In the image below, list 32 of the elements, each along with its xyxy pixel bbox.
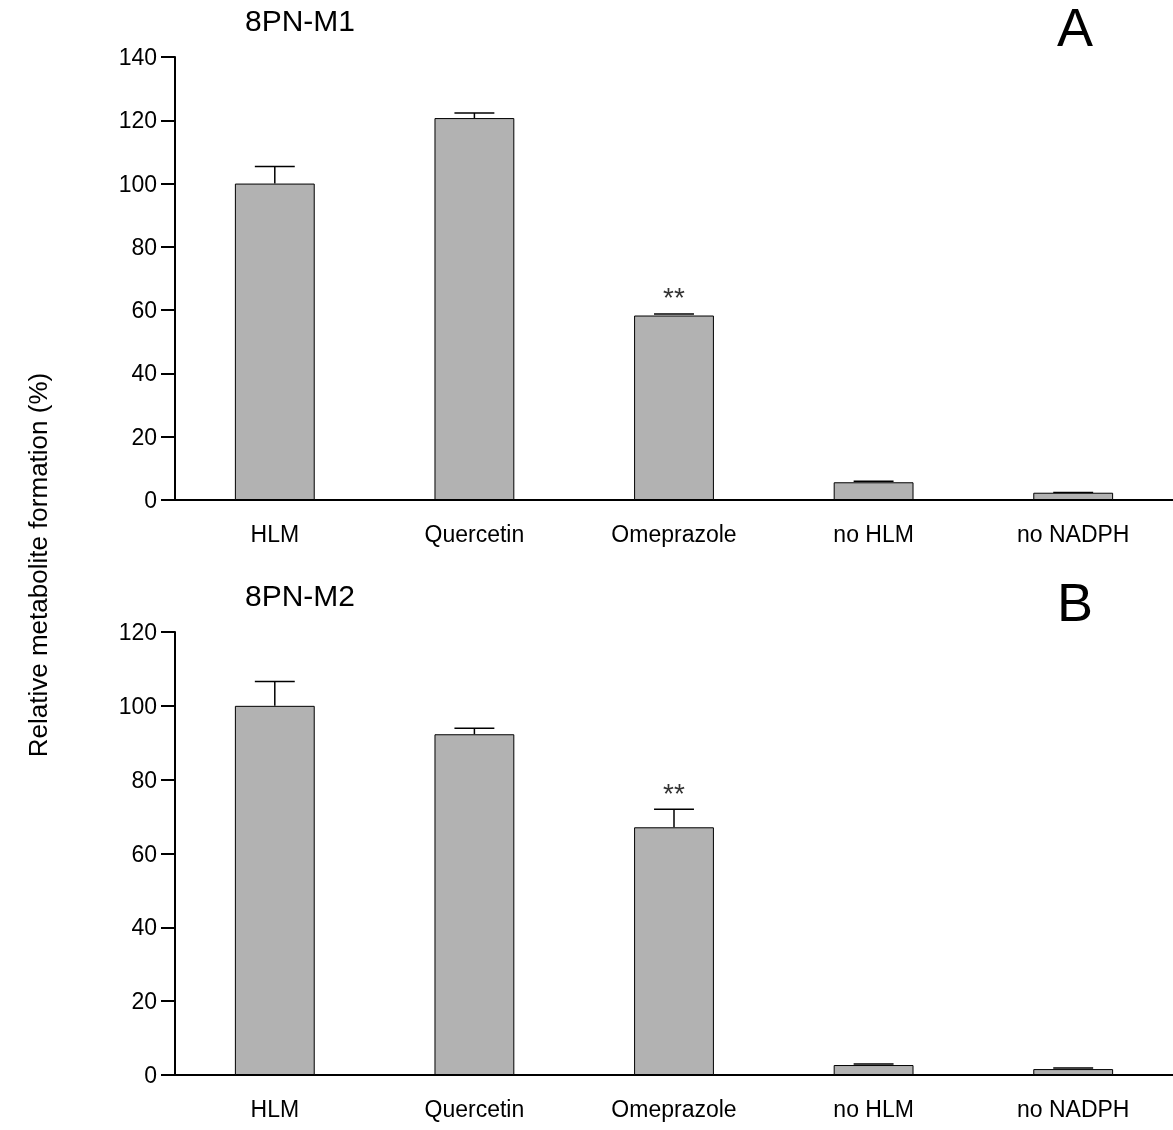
- annotation: **: [663, 282, 685, 314]
- text: A: [1056, 0, 1094, 57]
- y-axis-title: Relative metabolite formation (%): [22, 372, 54, 758]
- y-tick-label: 60: [131, 297, 157, 324]
- y-tick-label: 80: [131, 233, 157, 260]
- y-tick-label: 80: [131, 766, 157, 793]
- x-tick-label: no NADPH: [1016, 1095, 1130, 1122]
- x-tick-label: no HLM: [833, 1095, 914, 1122]
- y-tick-label: 100: [118, 170, 157, 197]
- x-tick-label: no HLM: [833, 520, 914, 547]
- y-tick-label: 140: [118, 44, 157, 70]
- y-tick-label: 120: [118, 107, 157, 134]
- y-tick-label: 60: [131, 840, 157, 867]
- annotation: **: [663, 777, 685, 809]
- x-tick-label: Omeprazole: [611, 520, 737, 547]
- text: B: [1056, 572, 1094, 632]
- y-tick-label: 0: [144, 487, 157, 513]
- chart-title: 8PN-M2: [245, 578, 356, 612]
- x-tick-label: HLM: [250, 1095, 300, 1122]
- y-tick-label: 100: [118, 692, 157, 719]
- x-tick-label: Omeprazole: [611, 1095, 737, 1122]
- y-tick-label: 0: [144, 1062, 157, 1088]
- x-tick-label: Quercetin: [424, 520, 525, 547]
- y-tick-label: 120: [118, 619, 157, 645]
- y-tick-label: 40: [131, 360, 157, 387]
- x-tick-label: HLM: [250, 520, 300, 547]
- x-tick-label: no NADPH: [1016, 520, 1130, 547]
- y-tick-label: 40: [131, 914, 157, 941]
- chart-title: 8PN-M1: [245, 3, 356, 37]
- y-tick-label: 20: [131, 988, 157, 1015]
- y-tick-label: 20: [131, 423, 157, 450]
- x-tick-label: Quercetin: [424, 1095, 525, 1122]
